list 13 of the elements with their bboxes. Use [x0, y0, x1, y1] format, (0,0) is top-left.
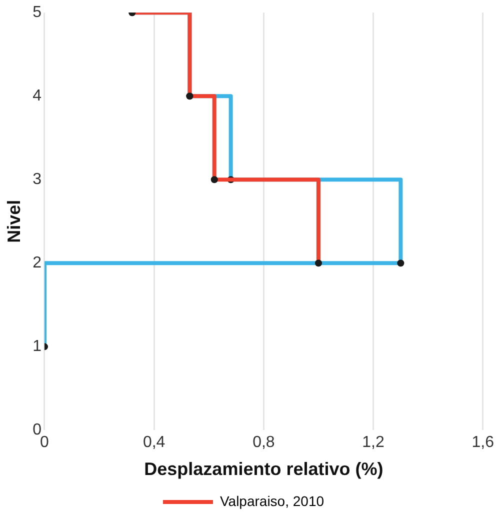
y-tick-label: 2: [32, 254, 42, 272]
y-tick-label: 4: [32, 88, 42, 105]
x-tick-label: 1,6: [472, 434, 494, 452]
y-tick-label: 3: [32, 171, 42, 188]
x-axis-title: Desplazamiento relativo (%): [144, 459, 384, 480]
x-tick-label: 1,2: [362, 434, 385, 452]
y-tick-label: 1: [32, 338, 42, 356]
legend-label: Valparaiso, 2010: [220, 492, 324, 509]
y-tick-label: 5: [32, 4, 42, 22]
y-axis-title: Nivel: [4, 200, 24, 243]
x-tick-label: 0,4: [142, 434, 166, 452]
x-tick-label: 0,8: [252, 434, 275, 452]
y-tick-label: 0: [32, 422, 42, 439]
